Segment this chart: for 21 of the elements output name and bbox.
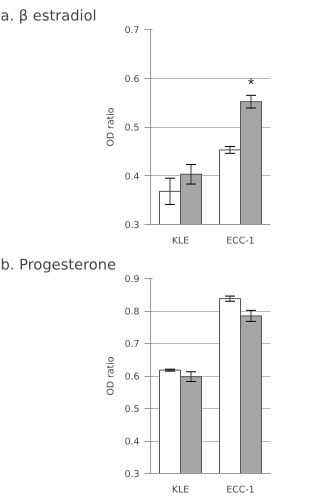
y-tick-label: 0.4	[124, 171, 140, 182]
chart-title: a. β estradiol	[0, 8, 97, 24]
x-tick-label: ECC-1	[226, 236, 255, 246]
y-tick-label: 0.3	[124, 469, 140, 480]
y-tick-label: 0.7	[124, 339, 140, 350]
y-tick-label: 0.3	[124, 220, 140, 231]
y-axis-title: OD ratio	[106, 356, 117, 396]
annotation: *	[248, 76, 254, 94]
y-tick-label: 0.7	[124, 25, 140, 36]
y-tick-label: 0.9	[124, 274, 140, 285]
y-tick-label: 0.6	[124, 372, 140, 382]
y-tick-label: 0.5	[124, 404, 140, 415]
chart-title: b. Progesterone	[0, 256, 116, 274]
x-tick-label: KLE	[172, 236, 190, 246]
y-tick-label: 0.6	[124, 74, 140, 85]
y-axis-title: OD ratio	[106, 107, 117, 146]
y-tick-label: 0.4	[124, 436, 140, 448]
x-tick-label: ECC-1	[226, 484, 255, 496]
y-tick-label: 0.8	[124, 306, 140, 318]
y-tick-label: 0.5	[124, 122, 140, 134]
x-tick-label: KLE	[172, 484, 190, 496]
